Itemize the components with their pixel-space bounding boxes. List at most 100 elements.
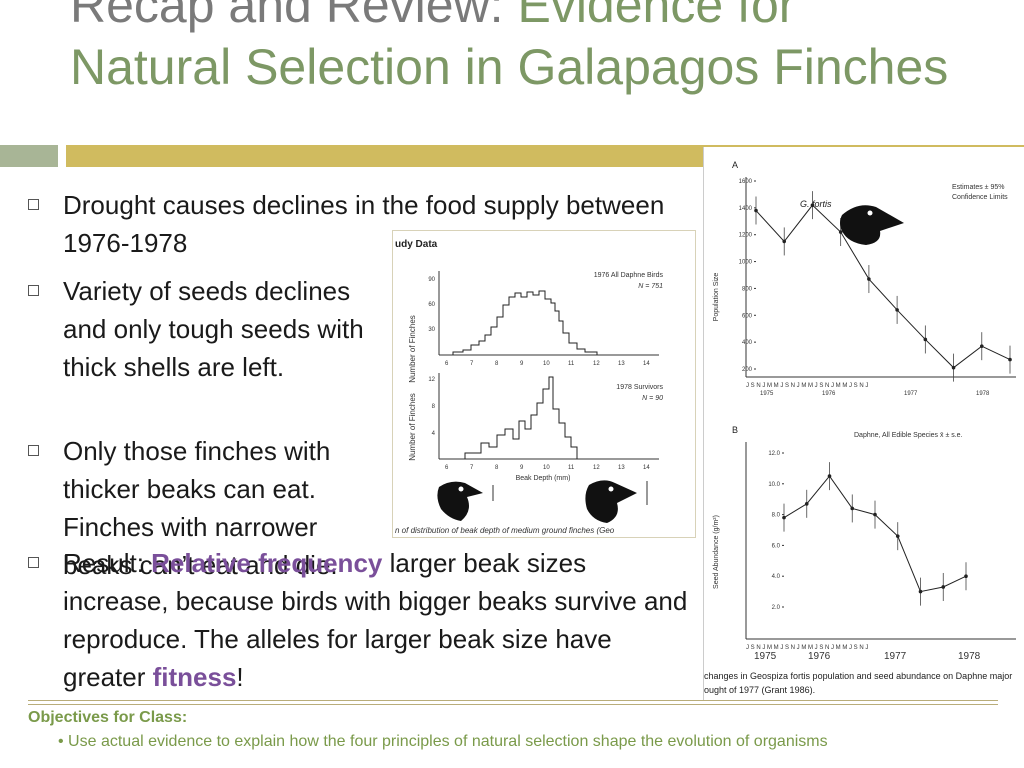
panel-b-ytick: 10.0 bbox=[768, 482, 780, 488]
panel-a-point bbox=[951, 365, 956, 370]
panel-b-point bbox=[782, 515, 786, 520]
panel-a-ylabel: Population Size bbox=[713, 273, 720, 322]
bullet-square-icon bbox=[28, 445, 39, 456]
bullet-text: Result: Relative frequency larger beak s… bbox=[63, 548, 688, 692]
top-ylabel: Number of Finches bbox=[408, 315, 417, 383]
objectives-heading: Objectives for Class: bbox=[28, 709, 188, 726]
panel-a-ytick: 800 bbox=[742, 286, 753, 292]
bottom-xtick: 12 bbox=[593, 465, 600, 471]
top-xtick: 11 bbox=[568, 361, 575, 367]
large-beak-finch-icon bbox=[585, 480, 648, 523]
figure2-caption1: changes in Geospiza fortis population an… bbox=[704, 671, 1012, 681]
panel-a-legend2: Confidence Limits bbox=[952, 194, 1008, 201]
panel-a-point bbox=[1008, 357, 1012, 362]
beak-depth-histograms: udy Data Number of Finches 90 60 30 1976… bbox=[395, 239, 664, 535]
top-xtick: 14 bbox=[643, 361, 650, 367]
bullet-square-icon bbox=[28, 285, 39, 296]
objectives-item: • Use actual evidence to explain how the… bbox=[58, 733, 828, 750]
panel-b-months: J S N J M M J S N J M M J S N J M M J S … bbox=[746, 645, 868, 651]
bottom-xtick: 6 bbox=[445, 465, 449, 471]
top-xtick: 10 bbox=[543, 361, 550, 367]
bottom-ytick: 12 bbox=[428, 377, 435, 383]
top-xtick: 13 bbox=[618, 361, 625, 367]
bullet-seeds: Variety of seeds declines and only tough… bbox=[28, 272, 378, 386]
bottom-ylabel: Number of Finches bbox=[408, 393, 417, 461]
panel-a-year: 1975 bbox=[760, 391, 774, 397]
panel-a-year: 1977 bbox=[904, 391, 918, 397]
panel-b-point bbox=[850, 506, 855, 511]
bullet-square-icon bbox=[28, 199, 39, 210]
top-xtick: 9 bbox=[520, 361, 524, 367]
population-seed-charts: A Population Size 1600140012001000800600… bbox=[704, 160, 1016, 695]
top-xtick: 8 bbox=[495, 361, 499, 367]
panel-a-ytick: 200 bbox=[742, 367, 753, 373]
panel-a-legend1: Estimates ± 95% bbox=[952, 184, 1004, 191]
top-ytick: 90 bbox=[428, 277, 435, 283]
panel-b-year: 1977 bbox=[884, 651, 907, 662]
small-beak-finch-icon bbox=[437, 481, 494, 521]
panel-b-point bbox=[918, 589, 923, 594]
panel-a-point bbox=[838, 230, 843, 234]
bullet-result: Result: Relative frequency larger beak s… bbox=[28, 544, 693, 696]
population-seed-figure: A Population Size 1600 1400 1200 1000 800 600… bbox=[703, 147, 1024, 700]
panel-a-year: 1976 bbox=[822, 391, 836, 397]
top-xtick: 7 bbox=[470, 361, 474, 367]
top-panel-label: 1976 All Daphne Birds bbox=[594, 272, 664, 279]
bullet-thick-beaks: Only those finches with thicker beaks ca… bbox=[28, 432, 393, 584]
top-xtick: 12 bbox=[593, 361, 600, 367]
panel-b-ytick: 8.0 bbox=[772, 513, 781, 519]
panel-a-series bbox=[754, 191, 1012, 382]
bottom-xlabel: Beak Depth (mm) bbox=[516, 475, 571, 482]
panel-a-point bbox=[923, 337, 928, 342]
panel-a-point bbox=[782, 239, 787, 244]
fitness-term: fitness bbox=[152, 662, 237, 692]
panel-b-point bbox=[804, 502, 809, 506]
panel-a-ytick: 600 bbox=[742, 313, 753, 319]
panel-a-line bbox=[755, 204, 1011, 369]
panel-b-year: 1978 bbox=[958, 651, 981, 662]
panel-b-point bbox=[964, 574, 968, 578]
panel-b-ylabel: Seed Abundance (g/m²) bbox=[713, 515, 720, 589]
footer-divider bbox=[28, 700, 998, 701]
bottom-ytick: 4 bbox=[432, 431, 436, 437]
panel-a-year: 1978 bbox=[976, 391, 990, 397]
bullet-drought: Drought causes declines in the food supp… bbox=[28, 186, 668, 262]
panel-b-yticks: 12.0 10.0 8.0 6.0 4.0 2.0 bbox=[768, 451, 784, 611]
panel-b-legend: Daphne, All Edible Species x̄ ± s.e. bbox=[854, 432, 963, 439]
panel-b-point bbox=[895, 534, 900, 538]
top-panel-n: N = 751 bbox=[638, 283, 663, 290]
bottom-xtick: 13 bbox=[618, 465, 625, 471]
panel-a-letter: A bbox=[732, 160, 738, 170]
panel-b-point bbox=[941, 585, 946, 589]
title-part2: Evidence for Natural Selection in Galapa… bbox=[70, 0, 949, 95]
panel-b-ytick: 2.0 bbox=[772, 605, 781, 611]
title-part1: Recap and Review: bbox=[70, 0, 518, 33]
panel-b-point bbox=[827, 474, 832, 478]
panel-a-months: J S N J M M J S N J M M J S N J M M J S … bbox=[746, 383, 868, 389]
bottom-histogram bbox=[464, 376, 578, 459]
bullet-text: Only those finches with thicker beaks ca… bbox=[63, 436, 338, 580]
panel-a-species: G. fortis bbox=[800, 199, 832, 209]
slide-title: Recap and Review: Evidence for Natural S… bbox=[70, 0, 970, 98]
panel-b-letter: B bbox=[732, 425, 738, 435]
bullet-text: Drought causes declines in the food supp… bbox=[63, 190, 665, 258]
panel-b-series bbox=[782, 462, 968, 606]
panel-a-point bbox=[754, 208, 758, 213]
bullet-text: Variety of seeds declines and only tough… bbox=[63, 276, 364, 382]
figure2-caption2: ought of 1977 (Grant 1986). bbox=[704, 685, 815, 695]
bottom-xtick: 7 bbox=[470, 465, 474, 471]
bullet-square-icon bbox=[28, 557, 39, 568]
panel-b-point bbox=[873, 512, 877, 517]
panel-b-line bbox=[783, 475, 967, 593]
top-histogram bbox=[452, 290, 598, 355]
footer-divider bbox=[28, 704, 998, 705]
bottom-ytick: 8 bbox=[432, 404, 436, 410]
bottom-panel-label: 1978 Survivors bbox=[616, 384, 663, 391]
relative-frequency-term: Relative frequency bbox=[151, 548, 383, 578]
panel-b-year: 1976 bbox=[808, 651, 831, 662]
bottom-xtick: 14 bbox=[643, 465, 650, 471]
panel-a-point bbox=[979, 344, 984, 348]
panel-a-point bbox=[867, 277, 871, 281]
panel-b-ytick: 6.0 bbox=[772, 543, 781, 549]
